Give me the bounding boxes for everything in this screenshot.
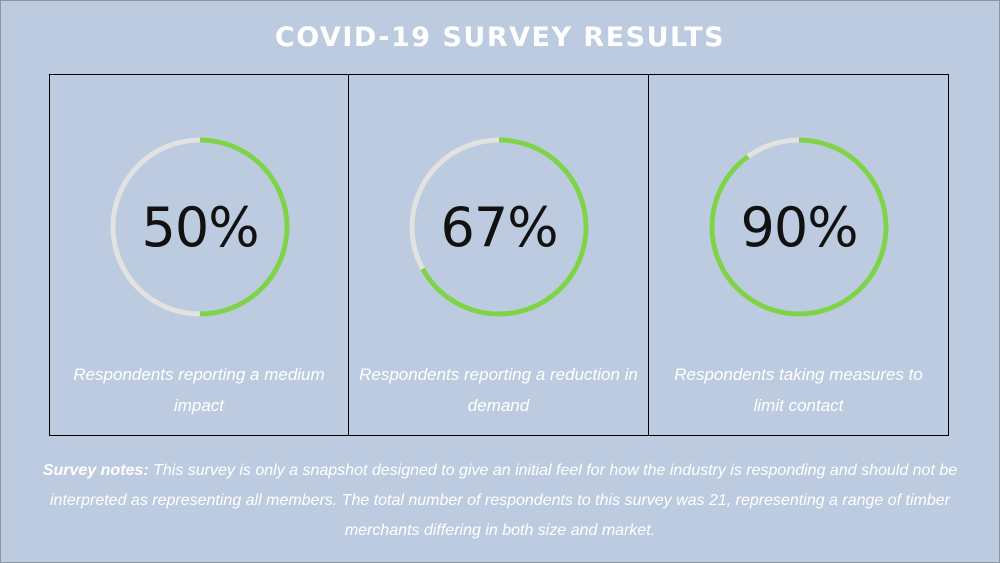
progress-ring-fill — [110, 137, 290, 317]
stat-value: 90% — [740, 195, 858, 259]
stat-panel-reduction-in-demand: 67% Respondents reporting a reduction in… — [349, 74, 649, 436]
stat-value: 67% — [440, 195, 558, 259]
stat-caption: Respondents reporting a medium impact — [73, 365, 325, 415]
survey-notes-text: This survey is only a snapshot designed … — [49, 462, 958, 539]
stat-value: 50% — [141, 195, 259, 259]
survey-notes-label: Survey notes: — [42, 462, 149, 479]
progress-ring: 67% — [407, 135, 591, 319]
survey-notes: Survey notes: This survey is only a snap… — [14, 456, 986, 546]
stat-caption: Respondents taking measures to limit con… — [674, 365, 923, 415]
progress-ring: 50% — [108, 135, 292, 319]
progress-ring-fill — [409, 137, 589, 317]
stat-panels: 50% Respondents reporting a medium impac… — [49, 74, 949, 436]
stat-panel-medium-impact: 50% Respondents reporting a medium impac… — [49, 74, 349, 436]
stat-caption: Respondents reporting a reduction in dem… — [359, 365, 638, 415]
stat-panel-limit-contact: 90% Respondents taking measures to limit… — [649, 74, 949, 436]
page-title: COVID-19 SURVEY RESULTS — [274, 22, 726, 53]
progress-ring-fill — [709, 137, 889, 317]
progress-ring: 90% — [707, 135, 891, 319]
